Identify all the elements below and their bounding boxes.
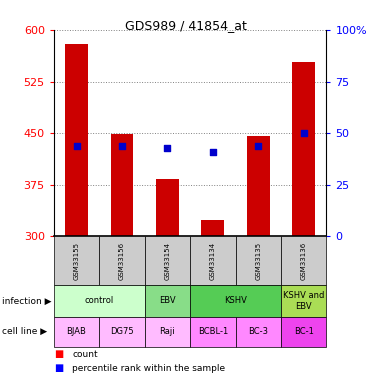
Text: cell line ▶: cell line ▶ bbox=[2, 327, 47, 336]
Text: KSHV and
EBV: KSHV and EBV bbox=[283, 291, 325, 310]
Point bbox=[73, 142, 79, 148]
Bar bbox=[156, 178, 179, 236]
Text: control: control bbox=[85, 296, 114, 305]
Text: count: count bbox=[72, 350, 98, 359]
Point bbox=[119, 142, 125, 148]
Text: GSM33135: GSM33135 bbox=[255, 242, 261, 280]
Text: BC-1: BC-1 bbox=[294, 327, 314, 336]
Text: GSM33156: GSM33156 bbox=[119, 242, 125, 280]
Point bbox=[255, 142, 261, 148]
Text: BC-3: BC-3 bbox=[248, 327, 268, 336]
Point bbox=[210, 148, 216, 154]
Bar bbox=[247, 136, 270, 236]
Text: DG75: DG75 bbox=[110, 327, 134, 336]
Text: infection ▶: infection ▶ bbox=[2, 296, 51, 305]
Text: GSM33136: GSM33136 bbox=[301, 242, 307, 280]
Text: BJAB: BJAB bbox=[66, 327, 86, 336]
Text: KSHV: KSHV bbox=[224, 296, 247, 305]
Bar bbox=[292, 62, 315, 236]
Text: percentile rank within the sample: percentile rank within the sample bbox=[72, 364, 226, 373]
Text: GDS989 / 41854_at: GDS989 / 41854_at bbox=[125, 19, 246, 32]
Text: ■: ■ bbox=[54, 363, 63, 373]
Bar bbox=[65, 44, 88, 236]
Text: GSM33155: GSM33155 bbox=[73, 242, 79, 280]
Text: EBV: EBV bbox=[159, 296, 176, 305]
Text: Raji: Raji bbox=[160, 327, 175, 336]
Text: GSM33154: GSM33154 bbox=[164, 242, 170, 280]
Bar bbox=[111, 134, 133, 236]
Text: BCBL-1: BCBL-1 bbox=[198, 327, 228, 336]
Text: ■: ■ bbox=[54, 350, 63, 359]
Point bbox=[164, 145, 170, 151]
Bar bbox=[201, 220, 224, 236]
Point bbox=[301, 130, 307, 136]
Text: GSM33134: GSM33134 bbox=[210, 242, 216, 280]
